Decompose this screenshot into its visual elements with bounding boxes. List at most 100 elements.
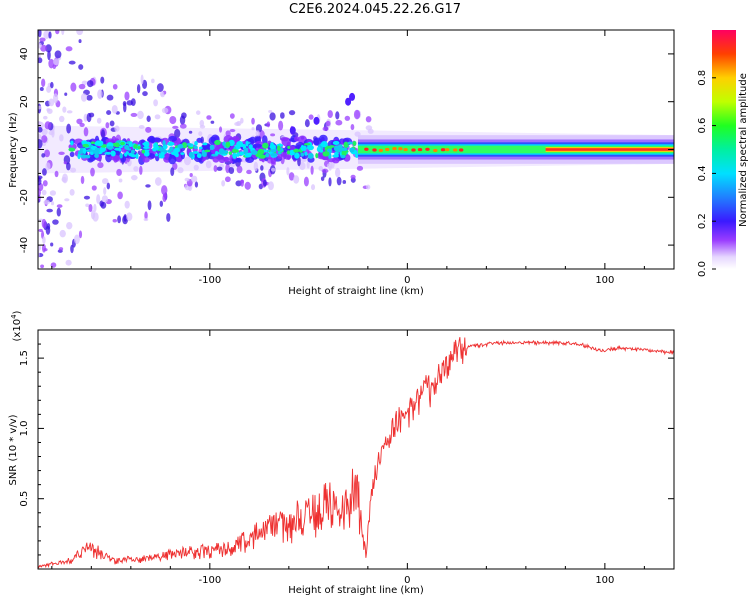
spectrogram-blob <box>266 121 271 128</box>
spectrogram-core-blob <box>315 153 319 159</box>
spectrogram-core-blob <box>269 144 277 150</box>
snr-frame <box>37 329 675 570</box>
spectrogram-blob <box>236 165 243 174</box>
spectrogram-blob <box>299 161 306 171</box>
spectrogram-blob <box>325 120 331 127</box>
spectrogram-core-blob <box>332 140 340 146</box>
spectrogram-core-blob <box>130 149 135 155</box>
spectrogram-blob <box>130 175 138 181</box>
spectrogram-x-tick-label: 0 <box>404 275 410 286</box>
spectrogram-blob <box>367 128 374 134</box>
spectrogram-blob <box>68 60 76 65</box>
snr-plot-area <box>38 330 674 569</box>
spectrogram-band-blob <box>223 156 230 163</box>
spectrogram-core-blob <box>270 152 278 157</box>
spectrogram-core-blob <box>231 149 240 153</box>
spectrogram-blob <box>270 133 276 137</box>
spectrogram-blob <box>62 173 68 184</box>
spectrogram-blob <box>49 190 57 196</box>
spectrogram-core-blob <box>81 154 87 159</box>
spectrogram-blob <box>100 129 106 139</box>
spectrogram-blob <box>342 180 347 184</box>
spectrogram-core-blob <box>193 145 198 150</box>
spectrogram-band-blob <box>69 151 75 158</box>
spectrogram-blob <box>41 135 48 143</box>
spectrogram-panel: -100 0 100 -40 -20 0 20 40 Height of straight l… <box>8 29 749 297</box>
spectrogram-blob <box>86 80 94 88</box>
spectrogram-blob <box>124 200 130 209</box>
spectrogram-blob <box>78 64 84 70</box>
spectrogram-core-blob <box>352 140 357 147</box>
spectrogram-core-blob <box>265 153 270 158</box>
spectrogram-blob <box>38 105 42 110</box>
spectrogram-blob <box>38 54 41 59</box>
spectrogram-blob <box>106 110 112 116</box>
spectrogram-blob <box>213 165 218 173</box>
spectrogram-core-blob <box>243 147 247 155</box>
spectrogram-blob <box>96 117 102 124</box>
spectrogram-band-blob <box>105 138 115 144</box>
spectrogram-blob <box>43 199 50 205</box>
spectrogram-core-blob <box>70 140 74 146</box>
spectrogram-core-blob <box>303 143 311 146</box>
spectrogram-blob <box>64 198 70 202</box>
spectrogram-blob <box>83 127 89 137</box>
spectrogram-core-blob <box>126 148 132 151</box>
spectrogram-core-blob <box>294 152 300 159</box>
spectrogram-blob <box>137 110 144 120</box>
spectrogram-core-blob <box>125 151 129 155</box>
spectrogram-blob <box>109 120 115 127</box>
spectrogram-core-blob <box>204 149 211 153</box>
spectrogram-blob <box>147 200 152 211</box>
spectrogram-blob <box>83 113 88 122</box>
spectrogram-core-blob <box>349 147 355 153</box>
spectrogram-band-blob <box>105 152 113 163</box>
spectrogram-blob <box>344 115 351 121</box>
spectrogram-blob <box>205 160 212 169</box>
spectrogram-blob <box>112 83 118 90</box>
spectrogram-core-blob <box>215 150 219 156</box>
spectrogram-blob <box>229 128 236 133</box>
spectrogram-core-blob <box>160 154 164 159</box>
spectrogram-core-blob <box>278 143 282 146</box>
spectrogram-blob <box>240 117 244 124</box>
spectrogram-core-blob <box>245 140 249 147</box>
spectrogram-blob <box>38 57 43 64</box>
spectrogram-core-blob <box>186 142 192 146</box>
spectrogram-blob <box>162 193 167 198</box>
spectrogram-blob <box>335 167 341 178</box>
spectrogram-core-blob <box>220 150 229 154</box>
spectrogram-core-blob <box>90 141 96 145</box>
spectrogram-blob <box>144 211 148 220</box>
spectrogram-blob <box>45 162 51 171</box>
spectrogram-blob <box>126 212 133 222</box>
spectrogram-core-blob <box>141 149 146 154</box>
spectrogram-core-blob <box>143 151 150 157</box>
snr-x-tick-label: 0 <box>404 575 410 586</box>
spectrogram-blob <box>336 176 342 186</box>
spectrogram-blob <box>193 164 199 171</box>
spectrogram-band-blob <box>152 137 162 143</box>
spectrogram-band-blob <box>327 158 336 163</box>
spectrogram-blob <box>106 182 111 190</box>
spectrogram-peak-dot <box>378 148 384 153</box>
spectrogram-blob <box>80 175 85 185</box>
spectrogram-blob <box>300 158 307 163</box>
spectrogram-blob <box>40 264 45 269</box>
spectrogram-blob <box>43 30 51 39</box>
spectrogram-core-blob <box>87 148 93 152</box>
spectrogram-blob <box>174 128 181 138</box>
spectrogram-blob <box>63 161 68 165</box>
spectrogram-blob <box>55 30 60 35</box>
spectrogram-core-blob <box>302 146 307 151</box>
spectrogram-blob <box>64 92 68 96</box>
spectrogram-blob <box>50 242 54 247</box>
spectrogram-core-blob <box>333 145 340 152</box>
spectrogram-core-blob <box>86 154 91 159</box>
spectrogram-blob <box>65 46 73 52</box>
spectrogram-blob <box>76 118 83 125</box>
spectrogram-blob <box>62 106 67 113</box>
spectrogram-blob <box>61 30 65 35</box>
spectrogram-core-blob <box>137 146 141 150</box>
spectrogram-blob <box>318 165 324 172</box>
